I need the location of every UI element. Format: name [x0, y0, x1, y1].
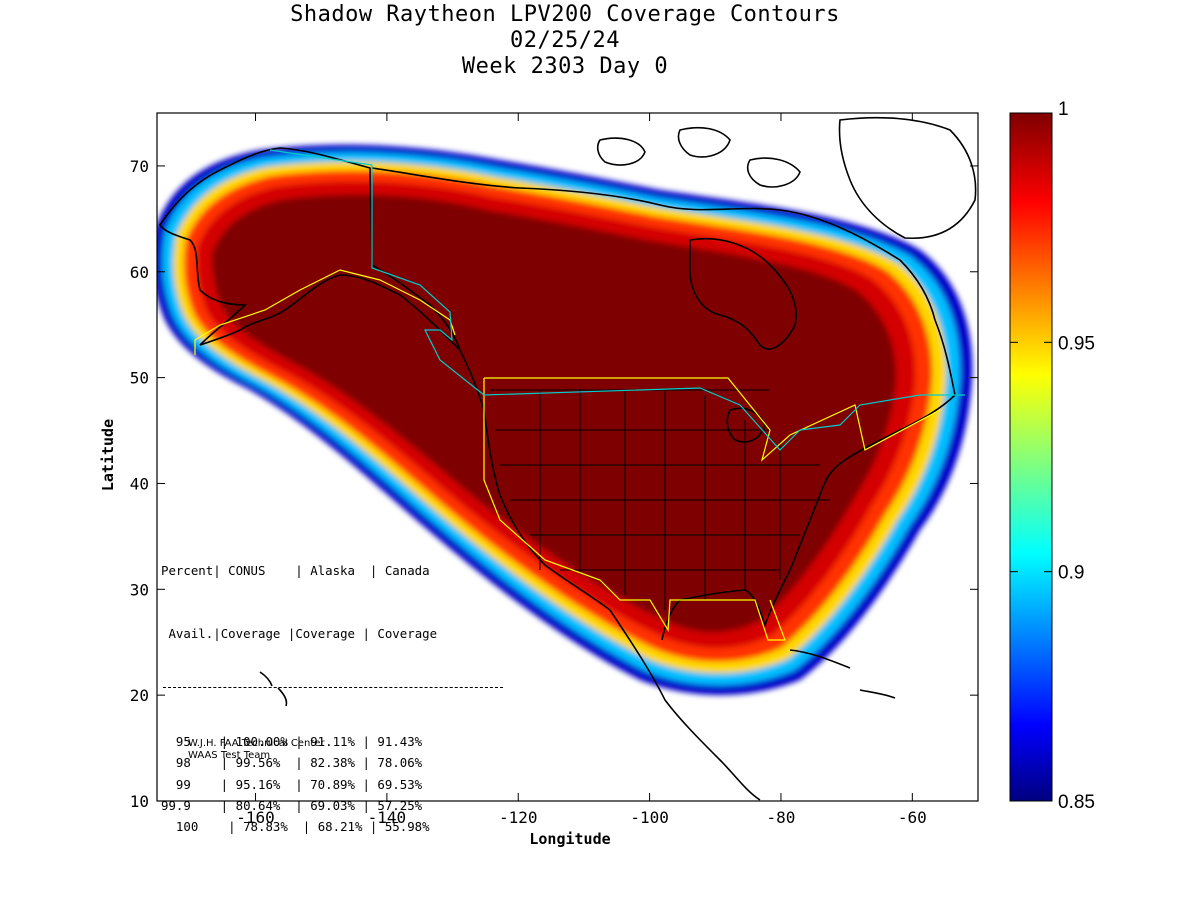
credit-line-2: WAAS Test Team: [188, 750, 271, 761]
stats-row: 95 | 100.00% | 91.11% | 91.43%: [161, 733, 423, 749]
y-tick-label: 50: [130, 369, 149, 388]
subheader-canada: Coverage: [377, 626, 438, 642]
cell-alaska: 82.38%: [310, 755, 355, 771]
cell-conus: 100.00%: [235, 733, 288, 749]
cell-alaska: 91.11%: [310, 733, 355, 749]
colorbar-ticks: 1 0.95 0.9 0.85: [1010, 99, 1095, 813]
coverage-stats-table: Percent| CONUS | Alaska | Canada Avail.|…: [161, 517, 503, 859]
arctic-islands-2: [746, 157, 801, 188]
stats-rows: 95 | 100.00% | 91.11% | 91.43% 98 | 99.5…: [161, 731, 503, 837]
cell-conus: 80.64%: [235, 797, 281, 813]
arctic-islands-3: [596, 137, 646, 166]
stats-subheader-row: Avail.|Coverage |Coverage | Coverage: [168, 626, 438, 642]
stats-row: 99 | 95.16% | 70.89% | 69.53%: [161, 776, 423, 792]
x-tick-label: -160: [236, 808, 275, 827]
great-lakes: [726, 407, 766, 443]
hawaii: [259, 671, 288, 707]
mexico-coast: [609, 609, 761, 801]
title-line-2: 02/25/24: [510, 28, 620, 53]
colorbar-tick-label: 1: [1058, 99, 1069, 120]
cell-percent: 99.9: [161, 797, 191, 813]
fir-boundaries: [194, 149, 965, 641]
x-axis-title: Longitude: [529, 830, 610, 848]
stats-header-row: Percent| CONUS | Alaska | Canada: [161, 562, 430, 578]
coverage-contours: [157, 144, 973, 695]
caribbean: [789, 649, 896, 699]
cell-conus: 78.83%: [243, 819, 288, 835]
subheader-avail: Avail.: [168, 626, 214, 642]
subheader-conus: Coverage: [220, 626, 281, 642]
canada-north-coast: [371, 167, 936, 321]
y-tick-label: 70: [130, 157, 149, 176]
cell-percent: 99: [161, 776, 191, 792]
colorbar-tick-label: 0.85: [1058, 792, 1095, 813]
greenland: [838, 116, 977, 240]
x-tick-label: -100: [630, 808, 669, 827]
contour-band-100: [212, 194, 897, 633]
y-tick-label: 20: [130, 686, 149, 705]
header-percent: Percent: [161, 562, 214, 578]
hudson-bay: [689, 237, 797, 350]
y-tick-label: 30: [130, 580, 149, 599]
plot-frame: [156, 112, 979, 802]
x-tick-label: -60: [898, 808, 927, 827]
cell-canada: 91.43%: [377, 733, 423, 749]
stats-row: 99.9 | 80.64% | 69.03% | 57.25%: [161, 797, 423, 813]
credit-line-1: W.J.H. FAA Technical Center: [188, 738, 325, 749]
title-line-1: Shadow Raytheon LPV200 Coverage Contours: [290, 2, 840, 27]
stats-row: 100 | 78.83% | 68.21% | 55.98%: [161, 819, 430, 835]
cell-canada: 69.53%: [377, 776, 423, 792]
x-tick-label: -120: [499, 808, 538, 827]
x-tick-label: -140: [368, 808, 407, 827]
title-line-3: Week 2303 Day 0: [461, 54, 669, 79]
header-alaska: Alaska: [310, 562, 355, 578]
header-conus: CONUS: [228, 562, 266, 578]
cell-canada: 57.25%: [377, 797, 423, 813]
cell-conus: 99.56%: [235, 755, 281, 771]
colorbar: [1010, 113, 1052, 801]
y-axis-title: Latitude: [99, 419, 117, 491]
cell-alaska: 69.03%: [310, 797, 355, 813]
coastlines: [159, 116, 977, 801]
y-tick-label: 40: [130, 474, 149, 493]
cell-alaska: 68.21%: [317, 819, 363, 835]
y-tick-label: 60: [130, 263, 149, 282]
chart-title: Shadow Raytheon LPV200 Coverage Contours…: [0, 0, 1130, 80]
stats-row: 98 | 99.56% | 82.38% | 78.06%: [161, 755, 423, 771]
x-tick-label: -80: [767, 808, 796, 827]
colorbar-frame: [1009, 112, 1053, 802]
cell-canada: 78.06%: [377, 755, 423, 771]
header-canada: Canada: [384, 562, 430, 578]
subheader-alaska: Coverage: [295, 626, 355, 642]
west-coast: [459, 349, 611, 611]
cell-canada: 55.98%: [384, 819, 430, 835]
cell-percent: 98: [161, 755, 191, 771]
cell-alaska: 70.89%: [310, 776, 355, 792]
credit-block: W.J.H. FAA Technical Center WAAS Test Te…: [188, 738, 324, 762]
east-coast: [661, 319, 956, 641]
stats-separator: [163, 687, 503, 689]
axis-ticks: -160 -140 -120 -100 -80 -60 10 20 30 40 50 60 70: [130, 113, 978, 827]
cell-conus: 95.16%: [235, 776, 281, 792]
colorbar-tick-label: 0.9: [1058, 563, 1084, 584]
cell-percent: 95: [161, 733, 191, 749]
y-tick-label: 10: [130, 792, 149, 811]
alaska-coast: [159, 147, 461, 351]
colorbar-tick-label: 0.95: [1058, 333, 1095, 354]
arctic-islands-1: [677, 126, 731, 158]
cell-percent: 100: [161, 819, 199, 835]
